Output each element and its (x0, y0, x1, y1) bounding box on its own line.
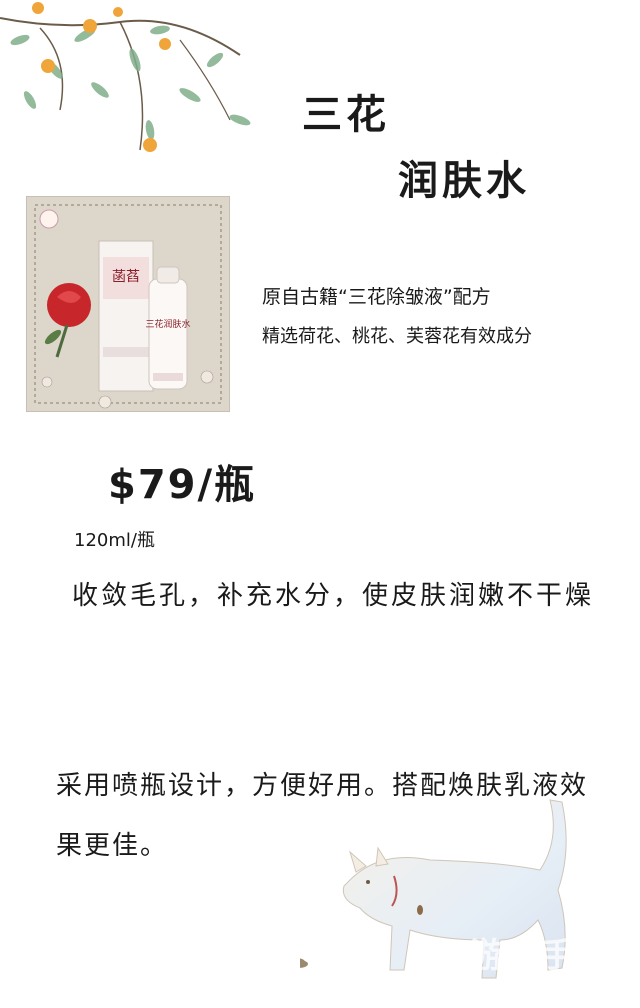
product-photo: 菡萏 三花润肤水 (26, 196, 230, 412)
rose-flower (44, 283, 91, 358)
usage-text: 采用喷瓶设计，方便好用。搭配焕肤乳液效果更佳。 (56, 771, 589, 861)
price: $79/瓶 (108, 462, 257, 508)
brand-mark: 菡萏 (112, 269, 140, 285)
watermark: 游光手帐 (470, 936, 610, 976)
description-line-2: 精选荷花、桃花、芙蓉花有效成分 (262, 326, 532, 347)
volume: 120ml/瓶 (74, 530, 155, 551)
bottle-label: 三花润肤水 (145, 318, 190, 330)
product-box: 菡萏 (98, 240, 154, 392)
cat-illustration (300, 799, 567, 979)
description-line-1: 原自古籍“三花除皱液”配方 (262, 286, 491, 308)
title-line-1: 三花 (302, 92, 390, 138)
title-line-2: 润肤水 (398, 158, 530, 204)
product-bottle: 三花润肤水 (145, 266, 191, 390)
effect-text: 收敛毛孔，补充水分，使皮肤润嫩不干燥 (72, 581, 595, 611)
branch-illustration (0, 2, 251, 152)
